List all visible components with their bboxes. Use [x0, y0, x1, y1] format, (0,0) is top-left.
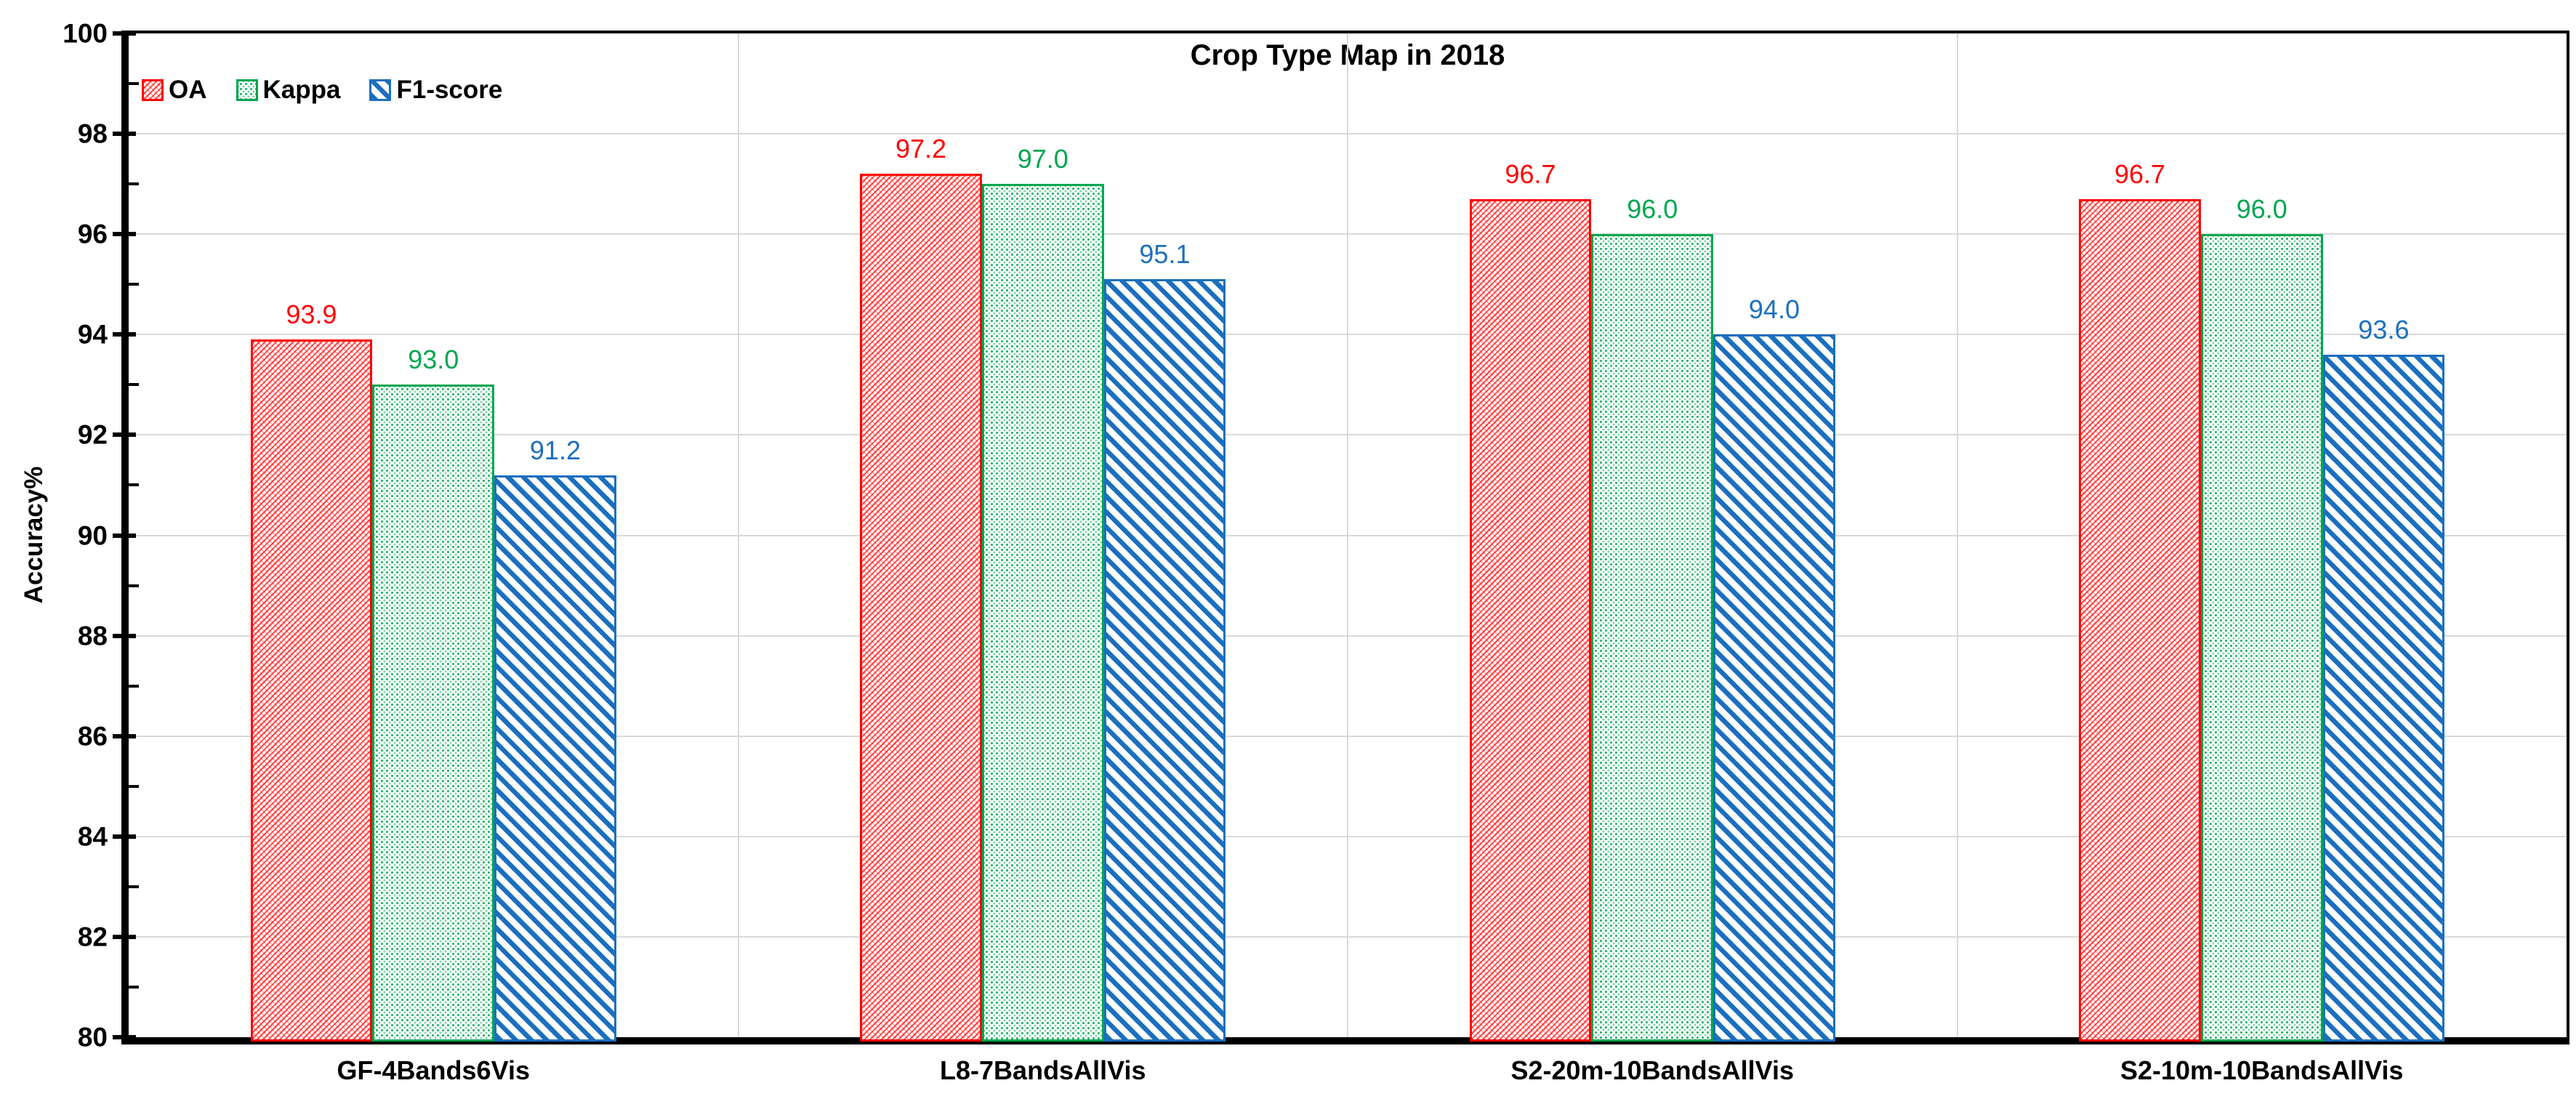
y-tick-label-90: 90: [77, 520, 108, 550]
legend-swatch-diagonal-stripes-icon: [369, 78, 392, 101]
bar-oa-L8-7BandsAllVis: [860, 174, 982, 1042]
bar-f1score-L8-7BandsAllVis: [1103, 279, 1226, 1042]
major-tick-100: [113, 31, 136, 36]
minor-tick-85: [129, 784, 139, 788]
minor-tick-89: [129, 584, 139, 587]
category-label-S2-10m-10BandsAllVis: S2-10m-10BandsAllVis: [2120, 1055, 2404, 1085]
minor-tick-95: [129, 283, 139, 286]
y-tick-label-92: 92: [77, 419, 108, 450]
value-label-f1score-L8-7BandsAllVis: 95.1: [1139, 239, 1191, 270]
value-label-oa-S2-10m-10BandsAllVis: 96.7: [2114, 158, 2166, 189]
value-label-kappa-S2-20m-10BandsAllVis: 96.0: [1627, 194, 1678, 225]
y-tick-label-84: 84: [77, 821, 108, 852]
major-tick-96: [113, 232, 136, 237]
y-axis-line: [121, 31, 129, 1044]
category-label-L8-7BandsAllVis: L8-7BandsAllVis: [940, 1055, 1146, 1085]
minor-tick-91: [129, 483, 139, 487]
legend-swatch-diagonal-crosshatch-icon: [142, 78, 164, 101]
bar-kappa-GF-4Bands6Vis: [372, 385, 495, 1042]
y-tick-label-94: 94: [77, 319, 108, 350]
bar-oa-S2-10m-10BandsAllVis: [2079, 198, 2201, 1042]
y-tick-label-88: 88: [77, 621, 108, 651]
y-tick-label-98: 98: [77, 118, 108, 149]
v-gridline-3: [1956, 33, 1958, 1037]
value-label-oa-L8-7BandsAllVis: 97.2: [895, 134, 947, 164]
value-label-f1score-GF-4Bands6Vis: 91.2: [529, 435, 581, 465]
y-tick-label-82: 82: [77, 922, 108, 952]
major-tick-80: [113, 1035, 136, 1039]
major-tick-92: [113, 432, 136, 438]
minor-tick-97: [129, 182, 139, 186]
legend-label-oa: OA: [169, 76, 207, 104]
y-tick-label-100: 100: [63, 18, 108, 49]
legend: OA Kappa F1-score: [142, 77, 502, 102]
major-tick-88: [113, 633, 136, 638]
bar-f1score-S2-10m-10BandsAllVis: [2322, 354, 2445, 1042]
bar-kappa-S2-20m-10BandsAllVis: [1591, 234, 1714, 1042]
legend-item-oa: OA: [142, 77, 207, 102]
v-gridline-1: [737, 33, 739, 1037]
bar-f1score-S2-20m-10BandsAllVis: [1713, 334, 1835, 1042]
legend-item-kappa: Kappa: [236, 76, 341, 104]
legend-label-f1score: F1-score: [396, 76, 503, 104]
legend-label-kappa: Kappa: [262, 76, 341, 104]
x-axis-line: [121, 1037, 2569, 1044]
y-tick-label-80: 80: [77, 1022, 108, 1052]
value-label-f1score-S2-20m-10BandsAllVis: 94.0: [1748, 294, 1800, 325]
legend-item-f1score: F1-score: [369, 77, 502, 102]
category-label-GF-4Bands6Vis: GF-4Bands6Vis: [337, 1055, 530, 1085]
bar-kappa-S2-10m-10BandsAllVis: [2200, 234, 2323, 1042]
legend-swatch-dotted-grid-icon: [236, 78, 258, 101]
v-gridline-2: [1347, 33, 1348, 1037]
y-tick-label-86: 86: [77, 721, 108, 752]
y-tick-label-96: 96: [77, 219, 108, 249]
major-tick-86: [113, 733, 136, 738]
major-tick-98: [113, 132, 136, 137]
major-tick-84: [113, 834, 136, 839]
value-label-kappa-L8-7BandsAllVis: 97.0: [1017, 144, 1068, 174]
minor-tick-93: [129, 383, 139, 387]
major-tick-90: [113, 533, 136, 538]
minor-tick-81: [129, 985, 139, 989]
value-label-oa-S2-20m-10BandsAllVis: 96.7: [1505, 158, 1556, 189]
value-label-f1score-S2-10m-10BandsAllVis: 93.6: [2358, 314, 2410, 345]
bar-oa-GF-4Bands6Vis: [250, 339, 373, 1042]
bar-f1score-GF-4Bands6Vis: [494, 475, 616, 1042]
value-label-kappa-S2-10m-10BandsAllVis: 96.0: [2236, 194, 2287, 225]
category-label-S2-20m-10BandsAllVis: S2-20m-10BandsAllVis: [1510, 1055, 1795, 1085]
bar-kappa-L8-7BandsAllVis: [981, 184, 1104, 1042]
minor-tick-99: [129, 82, 139, 86]
minor-tick-83: [129, 885, 139, 888]
plot-frame: [129, 31, 2569, 1040]
value-label-kappa-GF-4Bands6Vis: 93.0: [408, 345, 459, 375]
major-tick-82: [113, 934, 136, 939]
bar-oa-S2-20m-10BandsAllVis: [1469, 198, 1592, 1042]
value-label-oa-GF-4Bands6Vis: 93.9: [286, 299, 337, 330]
minor-tick-87: [129, 684, 139, 688]
major-tick-94: [113, 332, 136, 337]
